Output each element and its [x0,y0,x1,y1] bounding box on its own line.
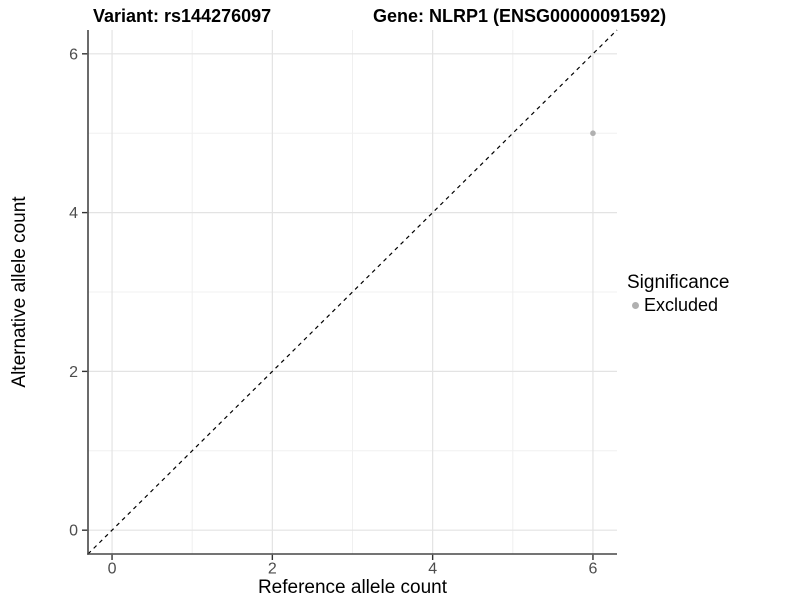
legend-key [627,297,644,314]
legend-item: Excluded [627,295,729,316]
x-tick-label: 2 [268,561,277,578]
y-tick-label: 0 [69,523,78,540]
x-tick-label: 6 [589,561,598,578]
legend-item-label: Excluded [644,295,719,315]
legend-title: Significance [627,272,730,293]
x-tick-label: 0 [108,561,117,578]
plot-title-variant: Variant: rs144276097 [93,6,272,26]
plot-title-gene: Gene: NLRP1 (ENSG00000091592) [373,6,667,26]
y-tick-label: 6 [69,46,78,63]
legend: Significance Excluded [627,272,729,316]
y-axis-title: Alternative allele count [9,196,30,388]
x-axis-title: Reference allele count [257,577,448,598]
data-point [590,130,596,137]
x-tick-label: 4 [428,561,437,578]
y-tick-label: 4 [69,205,78,222]
legend-point-icon [632,302,639,309]
y-tick-label: 2 [69,364,78,381]
